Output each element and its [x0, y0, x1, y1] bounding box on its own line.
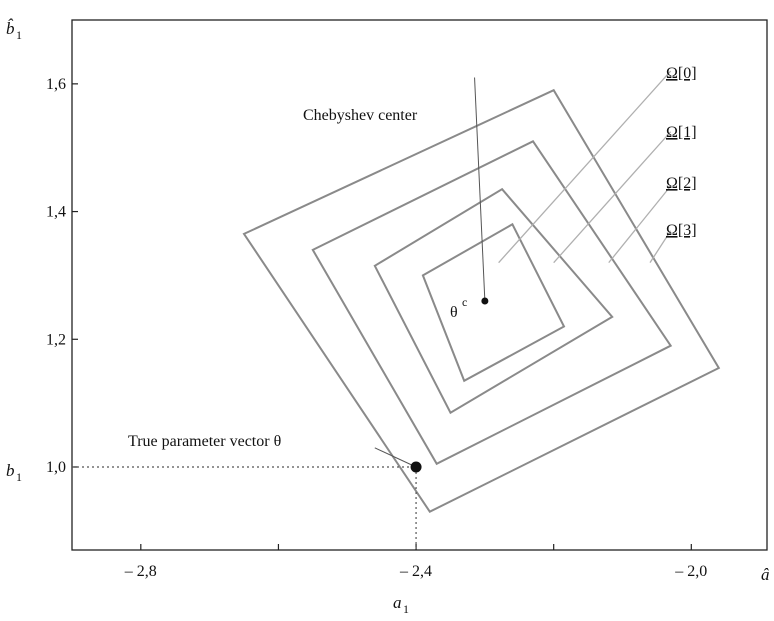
- b1-label-main: b: [6, 461, 15, 480]
- x-tick-label: – 2,4: [399, 563, 432, 580]
- true-parameter-leader: [374, 447, 417, 468]
- theta-c-label: θ c: [450, 295, 467, 321]
- omega-leader-0: [498, 70, 672, 264]
- leader-group: [72, 70, 672, 550]
- theta-c-sup: c: [462, 295, 467, 309]
- true-parameter-point: [410, 461, 422, 473]
- b1-label: b 1: [6, 461, 22, 484]
- a1-label-sub: 1: [403, 602, 409, 616]
- x-axis-label: â: [761, 565, 770, 584]
- x-tick-label: – 2,0: [674, 563, 707, 580]
- omega-leader-3: [649, 230, 672, 264]
- theta-c-base: θ: [450, 304, 458, 321]
- omega-label-3: Ω[3]: [666, 222, 697, 239]
- a1-label: a 1: [393, 593, 409, 616]
- y-tick-label: 1,0: [46, 459, 66, 476]
- y-axis-label-sub: 1: [16, 28, 22, 42]
- omega-leader-2: [608, 185, 672, 264]
- chebyshev-leader: [474, 77, 486, 301]
- y-axis-label: b̂ 1: [6, 19, 22, 42]
- omega-set-2: [373, 187, 614, 415]
- point-group: [410, 297, 489, 473]
- true-parameter-label: True parameter vector θ: [128, 433, 281, 450]
- omega-label-1: Ω[1]: [666, 124, 697, 141]
- tick-group: – 2,8 – 2,4 – 2,0 1,0 1,2 1,4 1,6: [46, 76, 707, 580]
- x-tick-label: – 2,8: [124, 563, 157, 580]
- b1-label-sub: 1: [16, 470, 22, 484]
- omega-leader-1: [553, 131, 672, 264]
- plot-frame: [71, 19, 768, 551]
- y-axis-label-main: b̂: [6, 19, 15, 38]
- y-tick-label: 1,6: [46, 76, 66, 93]
- a1-label-main: a: [393, 593, 402, 612]
- chebyshev-center-label: Chebyshev center: [303, 107, 418, 124]
- y-tick-label: 1,4: [46, 204, 66, 221]
- chebyshev-center-point: [481, 297, 489, 305]
- y-tick-label: 1,2: [46, 331, 66, 348]
- omega-set-1: [311, 140, 673, 466]
- omega-label-0: Ω[0]: [666, 65, 697, 82]
- omega-label-2: Ω[2]: [666, 175, 697, 192]
- omega-set-0: [242, 88, 721, 513]
